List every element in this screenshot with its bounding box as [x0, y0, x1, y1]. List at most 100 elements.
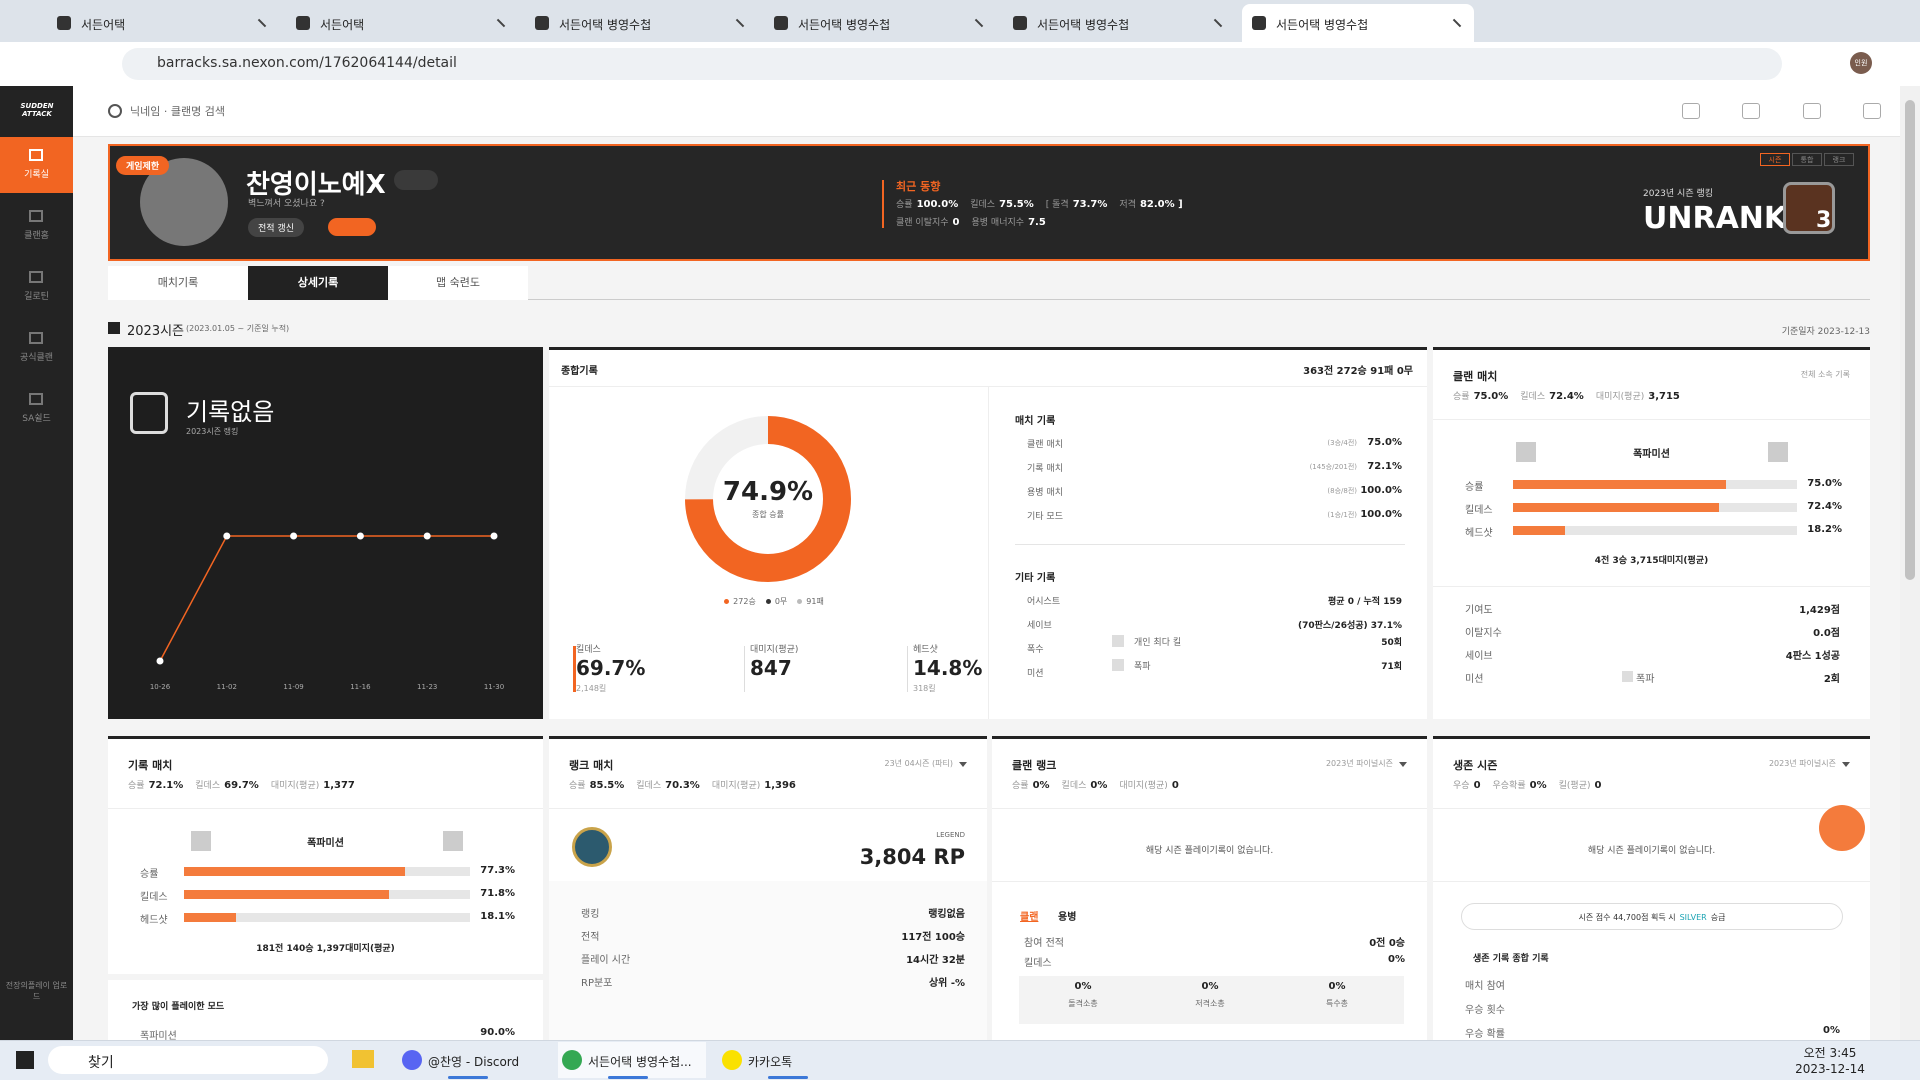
- season-tab[interactable]: 시즌: [1760, 153, 1790, 166]
- point: [423, 532, 431, 540]
- browser-tab[interactable]: 서든어택 병영수첩: [525, 4, 757, 42]
- stat-value: 73.7%: [1072, 199, 1108, 210]
- weapon-value: 0%: [1201, 981, 1219, 992]
- card-title: 종합기록: [561, 366, 598, 377]
- profile-avatar[interactable]: 인원: [1850, 52, 1872, 74]
- browser-tab[interactable]: 서든어택 병영수첩: [1242, 4, 1474, 42]
- stat-value: 72.4%: [1549, 391, 1584, 402]
- season-icon: [108, 322, 120, 334]
- stat-label: 승률: [128, 781, 145, 791]
- sidebar-item[interactable]: 길로틴: [0, 259, 73, 315]
- top-header: [73, 86, 1900, 137]
- season-select[interactable]: 2023년 파이널시즌: [1325, 759, 1393, 768]
- header-icon[interactable]: [1742, 103, 1760, 119]
- header-icon[interactable]: [1803, 103, 1821, 119]
- search-input[interactable]: 닉네임 · 클랜명 검색: [130, 105, 225, 118]
- upload-button[interactable]: 전장의플레이 업로드: [5, 981, 68, 1001]
- season-select[interactable]: 2023년 파이널시즌: [1768, 759, 1836, 768]
- sidebar-item[interactable]: 공식클랜: [0, 320, 73, 376]
- sidebar-item[interactable]: SA쉴드: [0, 381, 73, 437]
- x-tick-label: 11-16: [350, 683, 371, 691]
- stat-value: 75.5%: [999, 199, 1034, 210]
- stat-value: 69.7%: [224, 780, 259, 791]
- sidebar-item[interactable]: 기록실: [0, 137, 73, 193]
- survival-card: 생존 시즌 2023년 파이널시즌 우승 0 우승확률 0% 킬(평균) 0 해당 시즌 플레이…: [1433, 736, 1870, 1040]
- bar-label: 헤드샷: [140, 915, 168, 926]
- header-divider: [549, 386, 1427, 387]
- section-title: 기타 기록: [1015, 573, 1056, 584]
- folder-icon[interactable]: [352, 1050, 374, 1068]
- stat-label: 클랜 이탈지수: [896, 218, 949, 228]
- stat-value: 0%: [1032, 780, 1050, 791]
- stat-value: 69.7%: [576, 656, 646, 680]
- clock-date: 2023-12-14: [1795, 1062, 1865, 1076]
- row-value: 1,429점: [1799, 605, 1840, 616]
- season-tab[interactable]: 랭크: [1824, 153, 1854, 166]
- tab-title: 서든어택: [81, 18, 126, 32]
- logo: SUDDEN ATTACK: [20, 102, 54, 118]
- sidebar-icon: [29, 149, 43, 161]
- detail-tab[interactable]: 맵 숙련도: [388, 266, 528, 300]
- browser-tab[interactable]: 서든어택: [47, 4, 279, 42]
- bar-value: 18.1%: [480, 911, 515, 922]
- next-button[interactable]: [1768, 442, 1788, 462]
- header-icon[interactable]: [1863, 103, 1881, 119]
- bar-label: 승률: [1465, 482, 1484, 493]
- stat-label: 대미지(평균): [711, 781, 761, 791]
- sidebar-item[interactable]: 클랜홈: [0, 198, 73, 254]
- detail-tab[interactable]: 매치기록: [108, 266, 248, 300]
- legend-dot: [797, 599, 803, 604]
- next-button[interactable]: [443, 831, 463, 851]
- row-value: 0%: [1388, 954, 1405, 965]
- row-value: 90.0%: [480, 1027, 515, 1038]
- season-tab[interactable]: 통합: [1792, 153, 1822, 166]
- stat-label: 대미지(평균): [1119, 781, 1168, 791]
- browser-tab[interactable]: 서든어택 병영수첩: [1003, 4, 1235, 42]
- mode-tab[interactable]: 클랜: [1020, 912, 1039, 923]
- start-button[interactable]: [16, 1051, 34, 1069]
- url-box[interactable]: [122, 48, 1782, 80]
- browser-tab[interactable]: 서든어택: [286, 4, 518, 42]
- rank-match-card: 랭크 매치 23년 04시즌 (파티) 승률 85.5% 킬데스 70.3% 대미지(평균)…: [549, 736, 987, 1040]
- divider: [1433, 586, 1870, 587]
- bar-label: 킬데스: [140, 892, 168, 903]
- stat-label: 대미지(평균): [1595, 392, 1645, 402]
- point: [356, 532, 364, 540]
- bar-label: 킬데스: [1465, 505, 1493, 516]
- tab-icon: [774, 16, 788, 30]
- app-indicator: [768, 1076, 808, 1079]
- search-box[interactable]: [48, 1046, 328, 1074]
- stat-label: [ 돌격: [1045, 200, 1069, 210]
- share-button[interactable]: [328, 218, 376, 236]
- stat-value: 1,396: [764, 780, 796, 791]
- sidebar-icon: [29, 210, 43, 222]
- season-period: (2023.01.05 ~ 기준일 누적): [186, 324, 290, 333]
- bar: [1513, 503, 1719, 512]
- row-label: 매치 참여: [1465, 981, 1505, 992]
- rank-icon: [1783, 182, 1835, 234]
- header-divider: [108, 808, 543, 809]
- taskbar-app[interactable]: [558, 1042, 706, 1078]
- mode-tab[interactable]: 용병: [1058, 912, 1077, 923]
- scope-link[interactable]: 전체 소속 기록: [1800, 370, 1850, 379]
- row-label: 용병 매치: [1027, 488, 1063, 498]
- divider: [907, 646, 908, 692]
- win-rate: 74.9%: [722, 477, 814, 507]
- chat-button[interactable]: [1819, 805, 1865, 851]
- browser-tab[interactable]: 서든어택 병영수첩: [764, 4, 996, 42]
- sidebar-icon: [29, 393, 43, 405]
- bar-track: [184, 867, 470, 876]
- refresh-button[interactable]: 전적 갱신: [248, 218, 304, 237]
- tab-close: [1452, 18, 1462, 28]
- weapon-value: 0%: [1328, 981, 1346, 992]
- bar-value: 72.4%: [1807, 501, 1842, 512]
- prev-button[interactable]: [191, 831, 211, 851]
- detail-tab[interactable]: 상세기록: [248, 266, 388, 300]
- header-icon[interactable]: [1682, 103, 1700, 119]
- row-label: 랭킹: [581, 909, 600, 920]
- stat-value: 75.0%: [1473, 391, 1509, 402]
- season-select[interactable]: 23년 04시즌 (파티): [884, 759, 954, 768]
- prev-button[interactable]: [1516, 442, 1536, 462]
- row-detail: (145승/201전): [1309, 463, 1357, 471]
- sidebar-label: 기록실: [24, 170, 49, 180]
